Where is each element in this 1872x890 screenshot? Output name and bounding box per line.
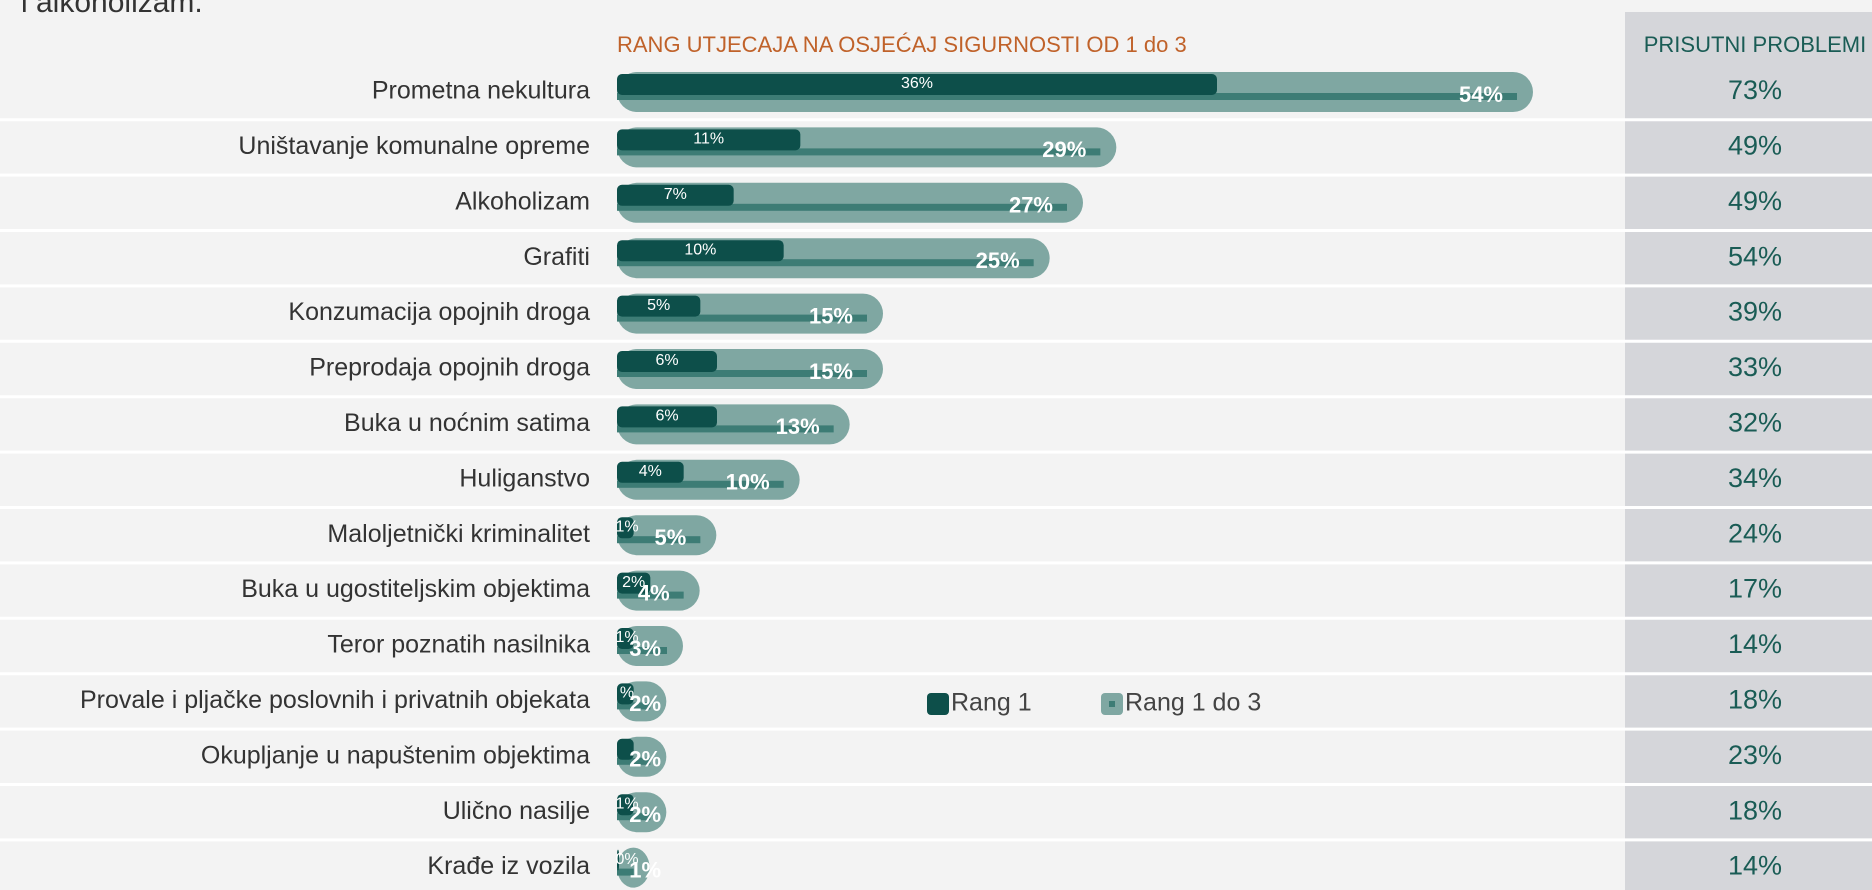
data-label: 10% — [726, 470, 770, 495]
bar-line — [617, 591, 684, 599]
bar — [617, 184, 734, 206]
legend-label: Rang 1 — [951, 689, 1032, 717]
category-label: Grafiti — [523, 243, 590, 271]
bar — [617, 738, 634, 760]
data-label: 15% — [809, 303, 853, 328]
bar-line — [617, 480, 784, 488]
bar-line — [617, 813, 651, 821]
bar-line — [617, 314, 867, 322]
table-value: 39% — [1728, 297, 1782, 327]
data-label: 36% — [901, 75, 933, 92]
note: i alkoholizam. — [21, 0, 203, 19]
bar-line — [617, 370, 867, 377]
category-label: Provale i pljačke poslovnih i privatnih … — [80, 686, 590, 714]
legend-swatch-inner — [1109, 701, 1115, 707]
bar-line — [617, 259, 1034, 267]
category-label: Maloljetnički kriminalitet — [327, 520, 590, 548]
bar — [617, 129, 801, 151]
data-label: % — [620, 685, 634, 702]
category-label: Buka u ugostiteljskim objektima — [241, 575, 590, 603]
bar-line — [617, 647, 667, 654]
table-value: 23% — [1728, 740, 1782, 770]
bar — [617, 849, 619, 871]
data-label: 3% — [629, 636, 661, 661]
table-value: 24% — [1728, 518, 1782, 548]
data-label: 6% — [655, 408, 678, 425]
data-label: 7% — [664, 186, 687, 203]
table-value: 54% — [1728, 241, 1782, 271]
table-value: 49% — [1728, 131, 1782, 161]
category-label: Alkoholizam — [455, 187, 590, 215]
category-label: Krađe iz vozila — [427, 852, 590, 880]
bar — [617, 461, 684, 483]
data-label: 4% — [639, 463, 662, 480]
bar — [617, 240, 784, 262]
category-label: Konzumacija opojnih droga — [288, 298, 590, 326]
data-label: 2% — [622, 574, 645, 591]
data-label: 15% — [809, 359, 853, 384]
data-label: 2% — [629, 691, 661, 716]
table-value: 18% — [1728, 795, 1782, 825]
table-value: 18% — [1728, 685, 1782, 715]
bar — [617, 406, 717, 428]
data-label: 29% — [1042, 137, 1086, 162]
category-label: Huliganstvo — [459, 464, 590, 492]
bar-pill — [617, 515, 717, 556]
table-value: 33% — [1728, 352, 1782, 382]
bar-line — [617, 93, 1517, 100]
data-label: 0% — [615, 851, 638, 868]
data-label: 27% — [1009, 193, 1053, 218]
table-value: 49% — [1728, 186, 1782, 216]
data-label: 25% — [976, 248, 1020, 273]
data-label: 1% — [615, 629, 638, 646]
bar — [617, 74, 1217, 95]
category-label: Preprodaja opojnih droga — [309, 354, 590, 382]
chart-title: RANG UTJECAJA NA OSJEĆAJ SIGURNOSTI OD 1… — [617, 32, 1187, 57]
data-label: 5% — [647, 297, 670, 314]
legend-swatch — [927, 693, 949, 715]
bar — [617, 794, 634, 816]
bar-line — [617, 536, 701, 544]
category-label: Okupljanje u napuštenim objektima — [201, 741, 590, 769]
table-value: 14% — [1728, 629, 1782, 659]
table-value: 34% — [1728, 463, 1782, 493]
category-label: Prometna nekultura — [372, 77, 590, 105]
bar-line — [617, 702, 651, 710]
category-label: Teror poznatih nasilnika — [327, 631, 590, 659]
category-label: Buka u noćnim satima — [344, 409, 590, 437]
bar-line — [617, 757, 651, 765]
bar — [617, 351, 717, 372]
data-label: 2% — [629, 802, 661, 827]
table-value: 32% — [1728, 408, 1782, 438]
table-value: 17% — [1728, 574, 1782, 604]
table-value: 14% — [1728, 851, 1782, 881]
bar-pill — [617, 847, 650, 888]
bar — [617, 572, 651, 594]
table-header: PRISUTNI PROBLEMI — [1644, 32, 1866, 57]
data-label: 13% — [776, 414, 820, 439]
data-label: 1% — [629, 857, 661, 882]
data-label: 11% — [693, 131, 724, 148]
bar — [617, 295, 701, 317]
bar — [617, 628, 634, 649]
bar-line — [617, 868, 634, 876]
data-label: 6% — [655, 352, 678, 369]
category-label: Ulično nasilje — [443, 797, 590, 825]
bar-line — [617, 148, 1101, 156]
bar — [617, 517, 634, 539]
table-value: 73% — [1728, 75, 1782, 105]
category-label: Uništavanje komunalne opreme — [238, 132, 590, 160]
data-label: 1% — [615, 518, 638, 535]
bar-line — [617, 425, 834, 433]
data-label: 10% — [684, 241, 716, 258]
bar — [617, 683, 634, 705]
bar-line — [617, 203, 1067, 211]
data-label: 2% — [629, 747, 661, 772]
data-label: 4% — [638, 580, 670, 605]
data-label: 5% — [655, 525, 687, 550]
data-label: 54% — [1459, 82, 1503, 107]
legend-label: Rang 1 do 3 — [1125, 689, 1261, 717]
data-label: 1% — [615, 795, 638, 812]
